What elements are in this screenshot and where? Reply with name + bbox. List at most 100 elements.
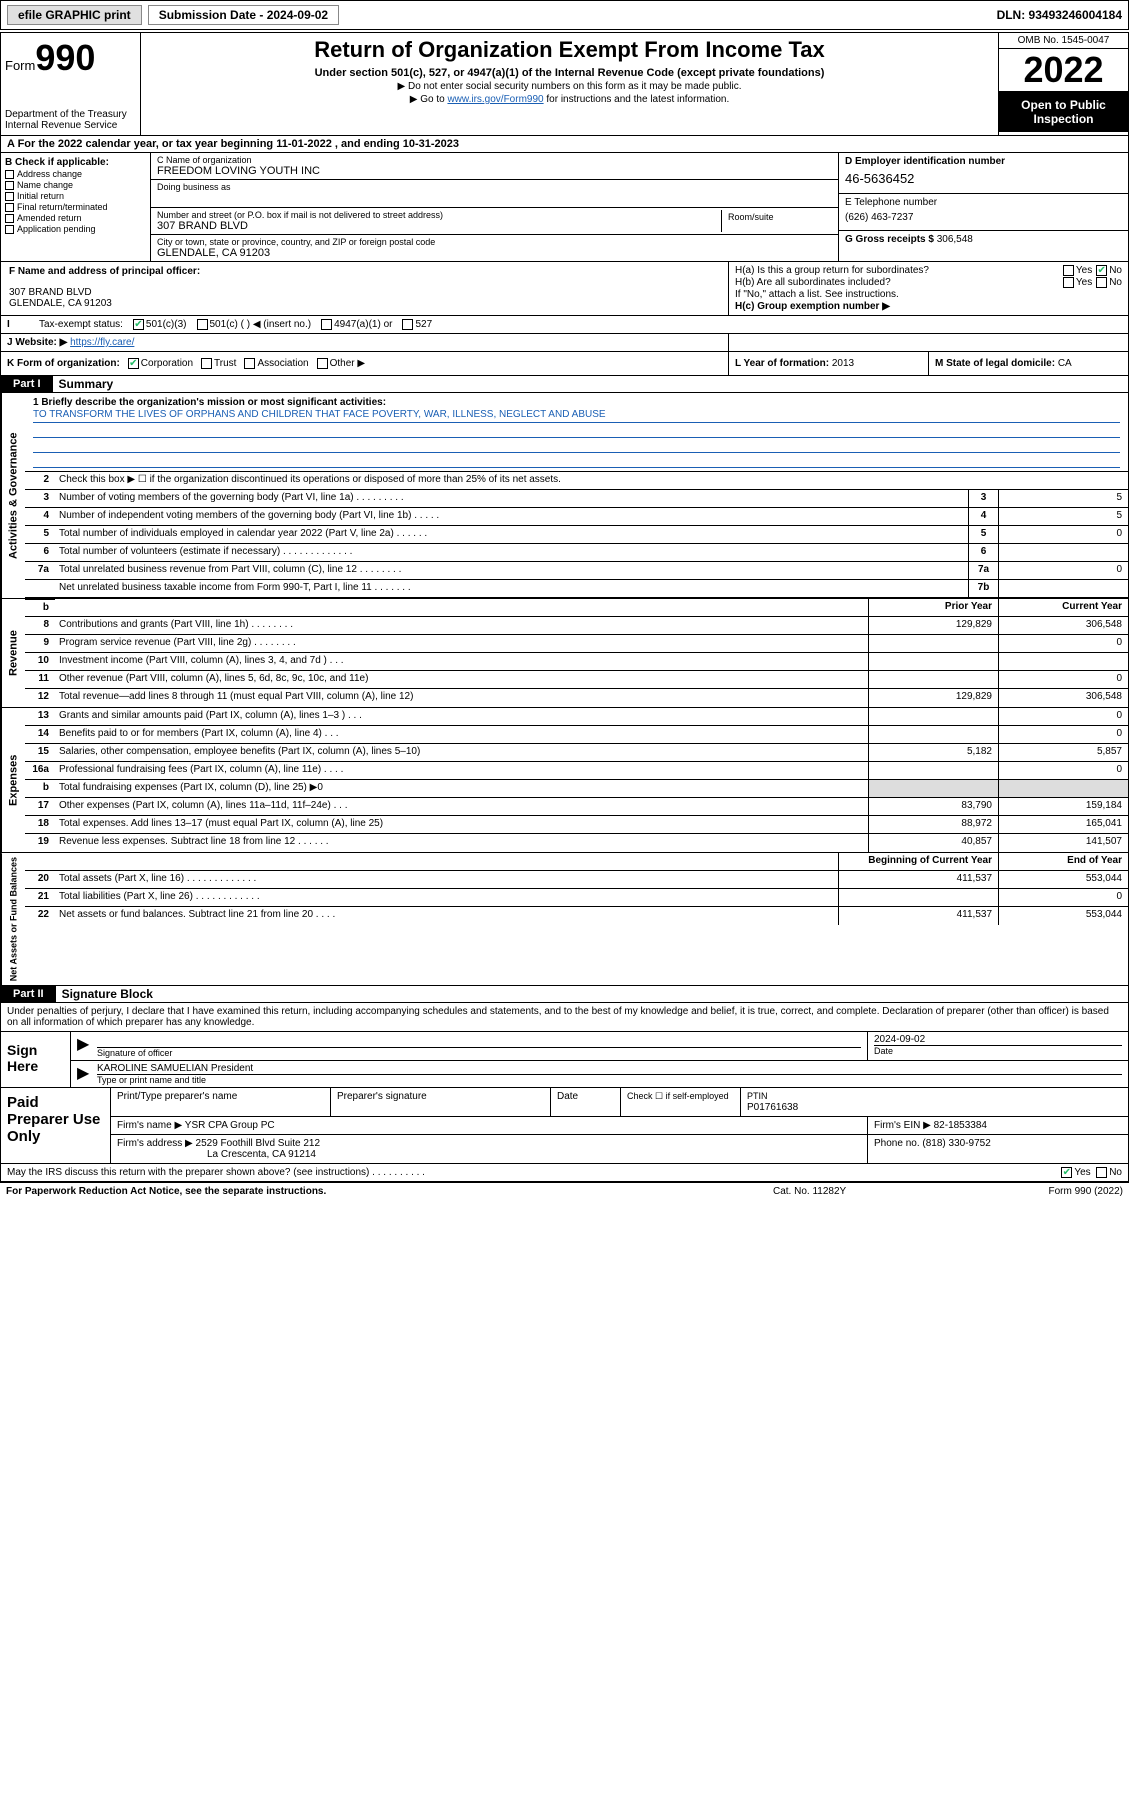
header-left: Form990 Department of the Treasury Inter… — [1, 33, 141, 135]
ein-value: 46-5636452 — [845, 167, 1122, 190]
topbar: efile GRAPHIC print Submission Date - 20… — [0, 0, 1129, 30]
mission-text: TO TRANSFORM THE LIVES OF ORPHANS AND CH… — [33, 409, 1120, 423]
self-employed-check[interactable]: Check ☐ if self-employed — [621, 1088, 741, 1116]
website-link[interactable]: https://fly.care/ — [70, 337, 134, 348]
row-j-website: J Website: ▶ https://fly.care/ — [1, 334, 1128, 352]
prior-19: 40,857 — [868, 834, 998, 852]
preparer-name-label: Print/Type preparer's name — [111, 1088, 331, 1116]
ha-yes-checkbox[interactable] — [1063, 265, 1074, 276]
colb-label-3: Final return/terminated — [17, 202, 108, 212]
curr-20: 553,044 — [998, 871, 1128, 888]
colb-label-0: Address change — [17, 169, 82, 179]
curr-21: 0 — [998, 889, 1128, 906]
summary-gov: Activities & Governance 1 Briefly descri… — [1, 393, 1128, 599]
line-14: Benefits paid to or for members (Part IX… — [55, 726, 868, 743]
firm-addr2: La Crescenta, CA 91214 — [117, 1149, 316, 1160]
gov-line-7a: Total unrelated business revenue from Pa… — [55, 562, 968, 579]
hb-question: H(b) Are all subordinates included? — [735, 277, 1059, 288]
line-16a: Professional fundraising fees (Part IX, … — [55, 762, 868, 779]
discuss-question: May the IRS discuss this return with the… — [7, 1167, 1061, 1178]
officer-name-label: Type or print name and title — [97, 1075, 1122, 1085]
other-checkbox[interactable] — [317, 358, 328, 369]
curr-9: 0 — [998, 635, 1128, 652]
colb-check-2[interactable] — [5, 192, 14, 201]
hdr-curr: Current Year — [998, 599, 1128, 616]
line-13: Grants and similar amounts paid (Part IX… — [55, 708, 868, 725]
summary-exp: Expenses 13Grants and similar amounts pa… — [1, 708, 1128, 853]
prior-20: 411,537 — [838, 871, 998, 888]
sig-date: 2024-09-02 — [874, 1034, 1122, 1045]
prior-10 — [868, 653, 998, 670]
line-20: Total assets (Part X, line 16) . . . . .… — [55, 871, 838, 888]
527-checkbox[interactable] — [402, 319, 413, 330]
row-a-period: A For the 2022 calendar year, or tax yea… — [1, 136, 1128, 153]
prior-18: 88,972 — [868, 816, 998, 833]
col-c-org-info: C Name of organization FREEDOM LOVING YO… — [151, 153, 838, 261]
trust-checkbox[interactable] — [201, 358, 212, 369]
line-17: Other expenses (Part IX, column (A), lin… — [55, 798, 868, 815]
curr-13: 0 — [998, 708, 1128, 725]
gov-val-4: 5 — [998, 508, 1128, 525]
sig-date-label: Date — [874, 1045, 1122, 1056]
line-19: Revenue less expenses. Subtract line 18 … — [55, 834, 868, 852]
discuss-no-checkbox[interactable] — [1096, 1167, 1107, 1178]
preparer-date-label: Date — [551, 1088, 621, 1116]
hb-yes-checkbox[interactable] — [1063, 277, 1074, 288]
501c3-checkbox[interactable] — [133, 319, 144, 330]
colb-check-1[interactable] — [5, 181, 14, 190]
header-mid: Return of Organization Exempt From Incom… — [141, 33, 998, 135]
gov-line-6: Total number of volunteers (estimate if … — [55, 544, 968, 561]
subtitle-3: ▶ Go to www.irs.gov/Form990 for instruct… — [149, 94, 990, 105]
colb-check-0[interactable] — [5, 170, 14, 179]
line-10: Investment income (Part VIII, column (A)… — [55, 653, 868, 670]
prior-9 — [868, 635, 998, 652]
prior-22: 411,537 — [838, 907, 998, 925]
501c-checkbox[interactable] — [197, 319, 208, 330]
corp-checkbox[interactable] — [128, 358, 139, 369]
prior-17: 83,790 — [868, 798, 998, 815]
prior-8: 129,829 — [868, 617, 998, 634]
prior-b — [868, 780, 998, 797]
sig-officer-label: Signature of officer — [97, 1048, 861, 1058]
irs-link[interactable]: www.irs.gov/Form990 — [447, 94, 543, 105]
part2-header-row: Part II Signature Block — [1, 986, 1128, 1003]
assoc-checkbox[interactable] — [244, 358, 255, 369]
dept-label: Department of the Treasury Internal Reve… — [5, 109, 136, 131]
tab-net-assets: Net Assets or Fund Balances — [1, 853, 25, 985]
gov-line-7b: Net unrelated business taxable income fr… — [55, 580, 968, 597]
row-k-form-org: K Form of organization: Corporation Trus… — [1, 352, 1128, 376]
exempt-label: Tax-exempt status: — [39, 319, 123, 330]
tab-expenses: Expenses — [1, 708, 25, 852]
hb-note: If "No," attach a list. See instructions… — [735, 289, 1122, 300]
firm-phone: (818) 330-9752 — [922, 1138, 990, 1149]
efile-print-button[interactable]: efile GRAPHIC print — [7, 5, 142, 25]
discuss-yes-checkbox[interactable] — [1061, 1167, 1072, 1178]
officer-label: F Name and address of principal officer: — [9, 266, 720, 277]
col-b-header: B Check if applicable: — [5, 157, 146, 168]
mission-block: 1 Briefly describe the organization's mi… — [25, 393, 1128, 472]
ha-no-checkbox[interactable] — [1096, 265, 1107, 276]
gov-line-5: Total number of individuals employed in … — [55, 526, 968, 543]
colb-check-3[interactable] — [5, 203, 14, 212]
colb-label-5: Application pending — [17, 224, 96, 234]
open-inspection: Open to Public Inspection — [999, 92, 1128, 132]
room-suite-label: Room/suite — [722, 210, 832, 232]
phone-value: (626) 463-7237 — [845, 208, 1122, 227]
colb-check-5[interactable] — [5, 225, 14, 234]
paperwork-notice: For Paperwork Reduction Act Notice, see … — [6, 1186, 773, 1197]
ptin-value: P01761638 — [747, 1102, 798, 1113]
prior-16a — [868, 762, 998, 779]
line-8: Contributions and grants (Part VIII, lin… — [55, 617, 868, 634]
signature-block: Under penalties of perjury, I declare th… — [1, 1003, 1128, 1182]
state-domicile: CA — [1058, 358, 1072, 369]
part1-badge: Part I — [1, 376, 53, 392]
dln-label: DLN: 93493246004184 — [997, 8, 1122, 22]
omb-number: OMB No. 1545-0047 — [999, 33, 1128, 49]
hdr-end: End of Year — [998, 853, 1128, 870]
colb-check-4[interactable] — [5, 214, 14, 223]
curr-19: 141,507 — [998, 834, 1128, 852]
street-address: 307 BRAND BLVD — [157, 220, 721, 232]
hb-no-checkbox[interactable] — [1096, 277, 1107, 288]
summary-rev: Revenue b Prior Year Current Year 8Contr… — [1, 599, 1128, 708]
4947-checkbox[interactable] — [321, 319, 332, 330]
